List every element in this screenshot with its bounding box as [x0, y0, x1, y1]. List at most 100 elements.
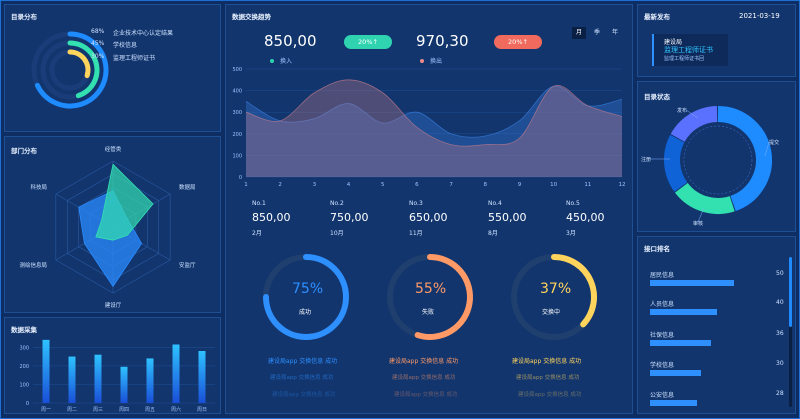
area-y-tick: 500	[232, 67, 242, 73]
log-line: 建设局app 交换信息 成功	[272, 392, 336, 398]
log-line: 建设局app 交换信息 成功	[389, 358, 459, 365]
rank-no: No.5	[566, 200, 580, 207]
release-sub: 监理工程师证书回	[664, 56, 705, 62]
release-date: 2021-03-19	[739, 12, 780, 20]
rank-value: 650,00	[409, 211, 448, 224]
radar-axis-label: 安监厅	[179, 261, 196, 269]
donut-inner-ring	[683, 125, 753, 195]
area-x-tick: 9	[518, 182, 522, 188]
rank-month: 2月	[252, 230, 262, 237]
collection-bar-chart: 0 100 200 300 周一 周二 周三 周四 周五 周六 周日	[19, 339, 215, 413]
bar-x-tick: 周五	[145, 407, 155, 413]
gauge-label: 成功	[299, 309, 312, 316]
bar	[172, 344, 180, 403]
api-rank-bar	[650, 280, 735, 286]
catalog-status-donut: 提交 审核 注册 发布	[641, 106, 779, 227]
api-ranking-panel: 接口排名 居民信息 50 人员信息 40 社保信息 36 学校信息 30 公安信…	[637, 236, 796, 414]
log-line: 建设局app 交换信息 成功	[394, 392, 458, 398]
panel-title: 接口排名	[644, 245, 670, 253]
panel-title: 目录分布	[11, 13, 37, 21]
gauge-label: 交换中	[542, 309, 561, 316]
gauge-arc	[414, 254, 473, 340]
api-rank-value: 36	[776, 330, 784, 337]
log-line: 建设局app 交换信息 成功	[270, 375, 334, 381]
area-x-tick: 5	[381, 182, 385, 188]
bar	[198, 351, 206, 403]
api-rank-bar	[650, 370, 701, 376]
area-y-tick: 400	[232, 89, 242, 95]
api-rank-label: 人员信息	[650, 301, 675, 308]
rank-value: 450,00	[566, 211, 605, 224]
api-rank-value: 30	[776, 360, 784, 367]
department-distribution-panel: 部门分布 经管类 数据局 安监厅 建设厅 测绘信息局 科技局	[4, 136, 221, 313]
bar	[42, 339, 50, 403]
donut-segment	[674, 182, 735, 214]
bar-x-tick: 周六	[171, 406, 181, 413]
area-y-tick: 0	[239, 175, 242, 181]
donut-leader-line	[685, 109, 699, 119]
exchange-trend-panel: 数据交换趋势 850,00 20%↑ 970,30 20%↑ 换入 换出 月 季…	[225, 4, 633, 414]
release-card[interactable]: 建设局 监理工程师证书 监理工程师证书回	[652, 34, 728, 66]
segment-label: 发布	[677, 107, 687, 114]
legend-label: 企业技术中心认定结果	[113, 30, 174, 37]
donut-leader-line	[697, 207, 705, 223]
tab-year[interactable]: 年	[611, 29, 618, 36]
area-y-tick: 300	[232, 110, 242, 116]
outbound-change-pill: 20%↑	[494, 35, 542, 49]
tab-quarter[interactable]: 季	[593, 29, 600, 36]
api-rank-bar	[650, 400, 698, 406]
legend-dot-in	[270, 59, 274, 63]
gauge-pct: 55%	[415, 281, 447, 297]
panel-title: 最新发布	[644, 13, 670, 21]
area-x-tick: 10	[550, 182, 557, 188]
area-x-tick: 8	[484, 182, 488, 188]
segment-label: 审核	[693, 220, 703, 227]
rank-no: No.2	[330, 200, 344, 207]
area-series-line	[245, 85, 623, 138]
bar-x-tick: 周一	[41, 407, 51, 413]
catalog-rings-chart	[31, 31, 109, 109]
segment-label: 注册	[641, 156, 651, 163]
bar-y-tick: 300	[19, 345, 29, 351]
radar-axis-label: 科技局	[30, 183, 47, 191]
legend-in-label: 换入	[280, 58, 293, 65]
area-y-tick: 200	[232, 132, 242, 138]
ring-arc	[67, 49, 91, 79]
release-org: 建设局	[664, 39, 683, 46]
bar-x-tick: 周日	[197, 407, 207, 413]
legend-label: 学校信息	[113, 42, 138, 49]
gauge-pct: 37%	[540, 281, 572, 297]
radar-axis-label: 测绘信息局	[19, 261, 47, 269]
rank-no: No.1	[252, 200, 266, 207]
area-x-tick: 7	[449, 182, 453, 188]
legend-out-label: 换出	[430, 58, 443, 65]
log-line: 建设局app 交换信息 成功	[512, 358, 582, 365]
api-rank-value: 50	[776, 270, 784, 277]
api-rank-value: 40	[776, 299, 784, 306]
radar-axis-label: 数据局	[179, 183, 196, 191]
status-gauges	[263, 254, 597, 340]
ring-arc	[34, 31, 109, 109]
panel-title: 数据采集	[11, 326, 37, 334]
api-rank-label: 社保信息	[650, 332, 675, 339]
area-x-tick: 3	[313, 182, 317, 188]
radar-chart: 经管类 数据局 安监厅 建设厅 测绘信息局 科技局	[19, 145, 196, 309]
area-x-tick: 1	[244, 182, 248, 188]
tab-month[interactable]: 月	[572, 27, 586, 39]
segment-label: 提交	[769, 139, 779, 146]
inbound-change-pill: 20%↑	[344, 35, 392, 49]
bar-x-tick: 周三	[93, 407, 103, 413]
scrollbar-thumb[interactable]	[789, 257, 792, 327]
api-rank-label: 学校信息	[650, 362, 675, 369]
scrollbar[interactable]	[789, 257, 792, 407]
log-line: 建设局app 交换信息 成功	[392, 375, 456, 381]
radar-axis-label: 经管类	[105, 145, 122, 153]
panel-title: 目录状态	[644, 93, 670, 101]
legend-pct: 30%	[91, 53, 105, 60]
api-rank-label: 公安信息	[650, 392, 675, 399]
area-series-fill	[246, 86, 622, 177]
legend-label: 监理工程师证书	[113, 55, 156, 62]
area-y-tick: 100	[232, 153, 242, 159]
rank-no: No.3	[409, 200, 423, 207]
